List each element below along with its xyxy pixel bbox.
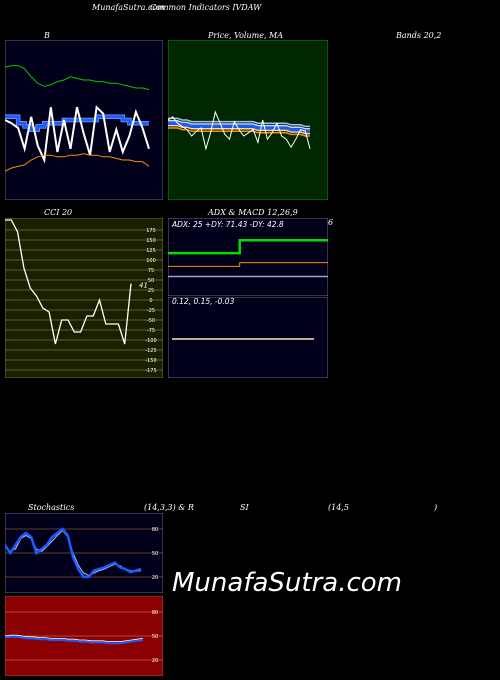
cci-tick-label: 25: [148, 288, 154, 294]
cci-tick-label: -100: [145, 338, 156, 344]
cci-tick-label: -125: [145, 348, 156, 354]
cci-tick-label: 125: [146, 248, 156, 254]
rsi-close: ): [434, 503, 438, 512]
cci-label: CCI 20: [44, 208, 73, 217]
adx-macd-label: ADX & MACD 12,26,9: [208, 208, 298, 217]
cci-tick-label: -150: [145, 358, 156, 364]
ma-blue-line: [168, 121, 310, 133]
stoch-tick-label: 20: [152, 575, 158, 581]
adx-readout: ADX: 25 +DY: 71.43 -DY: 42.8: [171, 220, 284, 229]
bollinger-price-line: [5, 105, 150, 164]
watermark: MunafaSutra.com: [172, 568, 403, 598]
ma-band-0: [168, 127, 310, 137]
adx-stray-label: 6: [328, 218, 334, 227]
bollinger-label-2: Bands 20,2: [396, 31, 442, 40]
bollinger-panel: [5, 40, 163, 200]
cci-tick-label: 75: [148, 268, 154, 274]
rsi-params: (14,5: [328, 503, 349, 512]
rsi-label: SI: [240, 503, 249, 512]
price-ma-label: Price, Volume, MA: [208, 31, 284, 40]
ma-band-2: [168, 120, 310, 130]
cci-tick-label: -75: [147, 328, 155, 334]
stochastics-panel: 80 50 20: [5, 513, 163, 593]
chart-subtitle: Common Indicators IVDAW: [150, 3, 262, 12]
stoch-label: Stochastics: [28, 503, 75, 512]
cci-tick-label: 100: [146, 258, 156, 264]
ma-band-3: [168, 117, 310, 128]
bollinger-label: B: [44, 31, 50, 40]
rsi-tick-label: 20: [152, 658, 158, 664]
adx-dy-line: [168, 239, 328, 255]
rsi-tick-label: 80: [152, 610, 158, 616]
price-ma-panel: [168, 40, 328, 200]
stoch-tick-label: 50: [152, 551, 158, 557]
stoch-params: (14,3,3) & R: [144, 503, 194, 512]
stoch-tick-label: 80: [152, 527, 158, 533]
cci-tick-label: -175: [145, 368, 156, 374]
stoch-k-line: [5, 527, 142, 579]
rsi-panel: 80 50 20: [5, 596, 163, 676]
price-line: [168, 110, 311, 151]
macd-panel: 0.12, 0.15, -0.03: [168, 297, 328, 378]
rsi-shadow-line: [5, 634, 144, 642]
cci-line: [5, 219, 132, 345]
rsi-line: [5, 635, 144, 645]
bollinger-lower-line: [5, 153, 150, 172]
cci-tick-label: -25: [147, 308, 155, 314]
cci-panel: 175 150 125 100 75 50 25 0 -25 -50 -75 -100 -125 -150…: [5, 218, 163, 378]
cci-tick-label: 175: [146, 228, 156, 234]
cci-tick-label: 50: [148, 278, 154, 284]
cci-tick-label: -50: [147, 318, 155, 324]
cci-tick-label: 0: [149, 298, 152, 304]
bollinger-mid-line: [5, 115, 149, 132]
adx-dy-line: [168, 262, 328, 267]
rsi-tick-label: 50: [152, 634, 158, 640]
cci-tick-label: 150: [146, 238, 156, 244]
bollinger-upper-line: [5, 65, 150, 91]
cci-last-value: 41: [139, 282, 148, 290]
brand-title: MunafaSutra.com: [92, 3, 165, 12]
adx-panel: ADX: 25 +DY: 71.43 -DY: 42.8: [168, 218, 328, 296]
macd-readout: 0.12, 0.15, -0.03: [172, 297, 235, 306]
